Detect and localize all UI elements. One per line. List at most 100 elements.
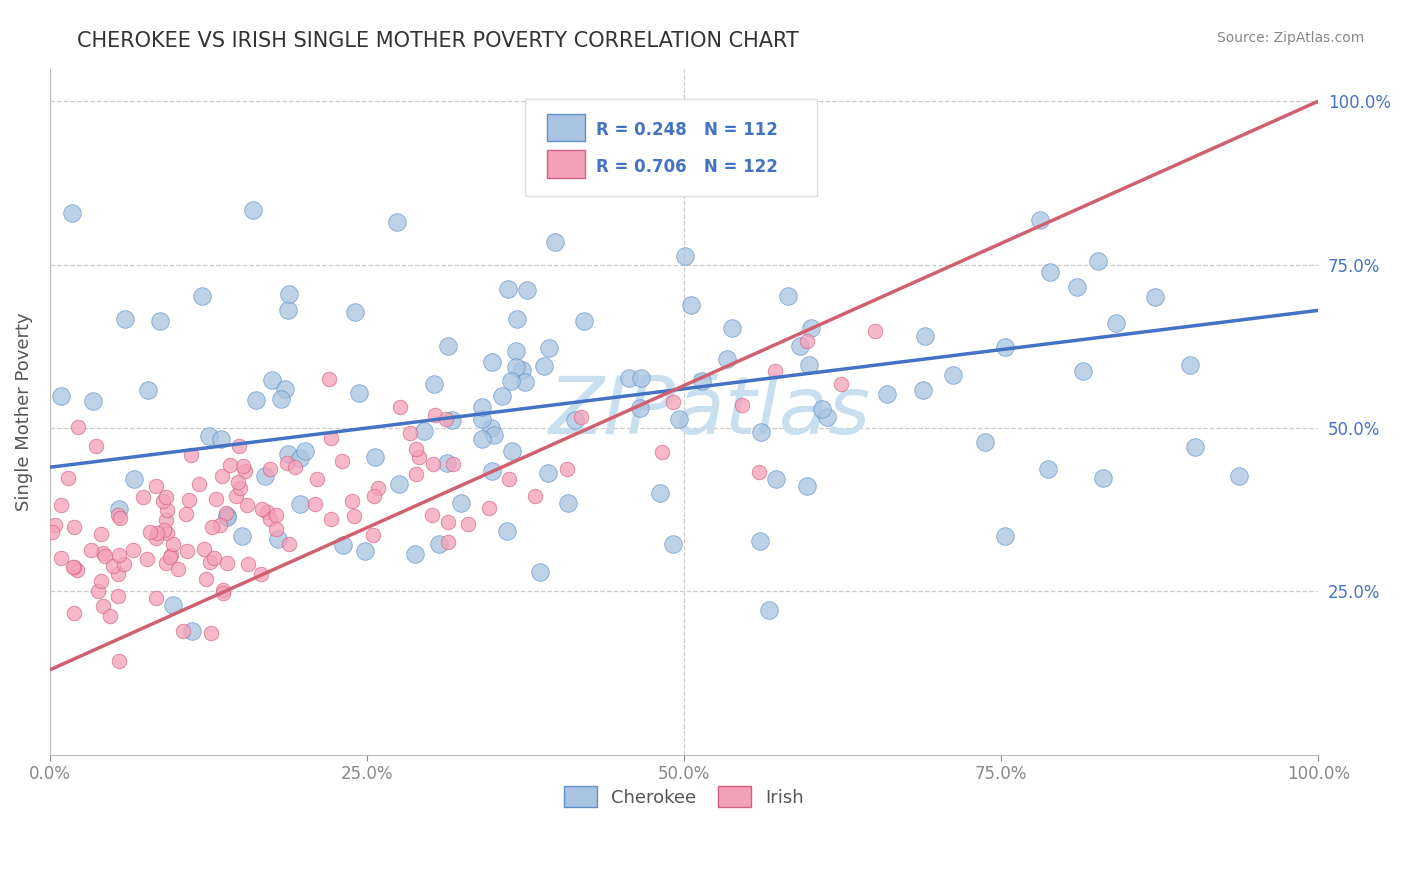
Point	[574, 177, 596, 191]
Point	[205, 491, 228, 506]
Point	[259, 462, 281, 476]
Point	[499, 374, 522, 388]
Point	[135, 552, 157, 566]
FancyBboxPatch shape	[547, 114, 585, 141]
Point	[543, 235, 565, 249]
Point	[250, 502, 273, 516]
Point	[107, 502, 129, 516]
Point	[471, 412, 494, 426]
Point	[209, 432, 232, 446]
Point	[440, 413, 463, 427]
Point	[176, 544, 198, 558]
Point	[354, 543, 377, 558]
Point	[420, 508, 443, 523]
Y-axis label: Single Mother Poverty: Single Mother Poverty	[15, 312, 32, 511]
Point	[62, 606, 84, 620]
Point	[90, 527, 112, 541]
Point	[441, 457, 464, 471]
Point	[231, 529, 253, 543]
Point	[198, 555, 221, 569]
Point	[122, 472, 145, 486]
Point	[405, 442, 427, 456]
Point	[260, 374, 283, 388]
Point	[155, 513, 177, 527]
Point	[294, 444, 316, 458]
Point	[284, 459, 307, 474]
Point	[122, 543, 145, 558]
Point	[529, 565, 551, 579]
Point	[114, 312, 136, 326]
Point	[557, 495, 579, 509]
Point	[232, 458, 254, 473]
Point	[153, 523, 176, 537]
Point	[457, 516, 479, 531]
Point	[84, 440, 107, 454]
Point	[304, 497, 326, 511]
Point	[319, 431, 342, 445]
Point	[405, 467, 427, 482]
Point	[815, 409, 838, 424]
Point	[1105, 316, 1128, 330]
Point	[434, 411, 457, 425]
Point	[1184, 441, 1206, 455]
Point	[731, 398, 754, 412]
Point	[876, 386, 898, 401]
Point	[149, 314, 172, 328]
Point	[1091, 471, 1114, 485]
Point	[58, 471, 80, 485]
Point	[555, 462, 578, 476]
Point	[136, 384, 159, 398]
Point	[479, 420, 502, 434]
Point	[107, 566, 129, 581]
Point	[202, 550, 225, 565]
Point	[470, 432, 492, 446]
Point	[49, 389, 72, 403]
Point	[810, 401, 832, 416]
Point	[181, 624, 204, 639]
Point	[139, 525, 162, 540]
Point	[408, 450, 430, 465]
Point	[789, 339, 811, 353]
Point	[340, 493, 363, 508]
Point	[319, 512, 342, 526]
Point	[478, 500, 501, 515]
Point	[62, 559, 84, 574]
Point	[349, 385, 371, 400]
Point	[496, 524, 519, 538]
Point	[506, 311, 529, 326]
Point	[276, 456, 298, 470]
Point	[537, 342, 560, 356]
Point	[242, 202, 264, 217]
Point	[211, 469, 233, 483]
FancyBboxPatch shape	[526, 99, 817, 195]
Text: Source: ZipAtlas.com: Source: ZipAtlas.com	[1216, 31, 1364, 45]
Text: R = 0.248   N = 112: R = 0.248 N = 112	[596, 121, 779, 139]
Point	[108, 548, 131, 562]
Point	[482, 428, 505, 442]
Point	[651, 444, 673, 458]
Point	[236, 498, 259, 512]
Legend: Cherokee, Irish: Cherokee, Irish	[557, 780, 811, 814]
Point	[398, 426, 420, 441]
Point	[332, 538, 354, 552]
Text: CHEROKEE VS IRISH SINGLE MOTHER POVERTY CORRELATION CHART: CHEROKEE VS IRISH SINGLE MOTHER POVERTY …	[77, 31, 799, 51]
Point	[63, 560, 86, 574]
Point	[98, 609, 121, 624]
Point	[564, 413, 586, 427]
Point	[132, 490, 155, 504]
Point	[673, 248, 696, 262]
Point	[796, 334, 818, 348]
Point	[912, 383, 935, 397]
Point	[270, 392, 292, 407]
Point	[253, 468, 276, 483]
Point	[778, 289, 800, 303]
Point	[233, 464, 256, 478]
Point	[765, 473, 787, 487]
Point	[209, 518, 232, 533]
Point	[1039, 264, 1062, 278]
Point	[1028, 212, 1050, 227]
Point	[1178, 358, 1201, 372]
Text: ZIPātlas: ZIPātlas	[548, 373, 870, 450]
Point	[1227, 468, 1250, 483]
Point	[914, 328, 936, 343]
